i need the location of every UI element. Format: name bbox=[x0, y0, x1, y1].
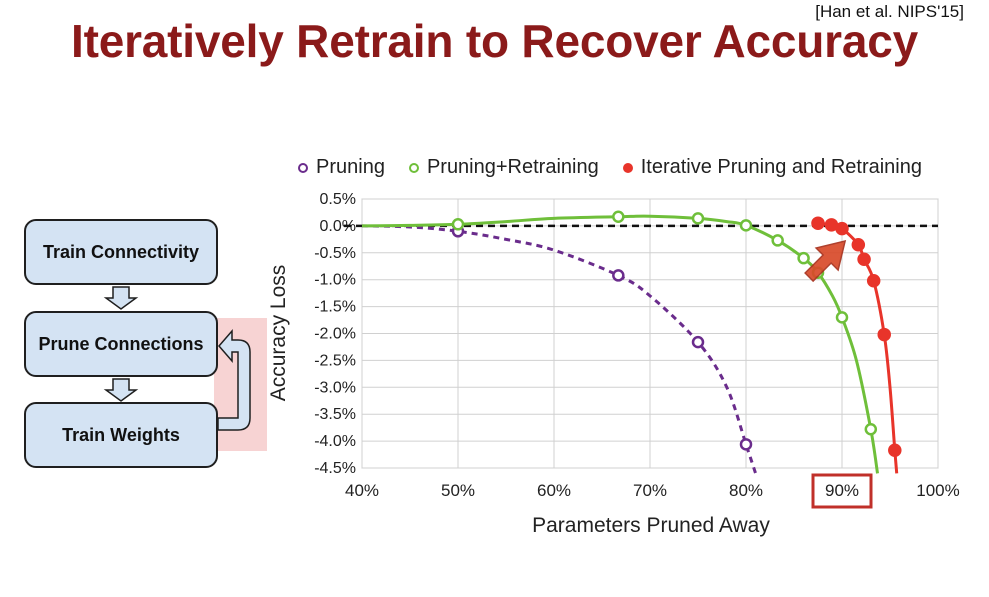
hollow-circle-icon bbox=[408, 162, 419, 173]
x-tick-label: 40% bbox=[345, 481, 379, 500]
y-tick-label: -1.0% bbox=[314, 272, 356, 289]
x-tick-label: 50% bbox=[441, 481, 475, 500]
filled-circle-icon bbox=[622, 162, 633, 173]
y-tick-label: -0.5% bbox=[314, 245, 356, 262]
x-tick-label: 90% bbox=[825, 481, 859, 500]
data-point-0 bbox=[691, 335, 705, 349]
legend-label: Iterative Pruning and Retraining bbox=[640, 156, 922, 178]
chart-legend: Pruning Pruning+Retraining Iterative Pru… bbox=[298, 156, 922, 179]
data-point-1 bbox=[771, 234, 784, 247]
legend-label: Pruning bbox=[316, 156, 385, 178]
data-point-2 bbox=[857, 252, 871, 267]
data-point-0 bbox=[739, 438, 753, 451]
legend-item-iterative: Iterative Pruning and Retraining bbox=[622, 156, 922, 179]
data-point-0 bbox=[612, 269, 625, 282]
data-point-2 bbox=[888, 443, 902, 457]
x-tick-label: 80% bbox=[729, 481, 763, 500]
data-point-1 bbox=[864, 423, 878, 436]
x-axis-title: Parameters Pruned Away bbox=[532, 514, 770, 537]
y-tick-label: -3.5% bbox=[314, 406, 356, 423]
data-point-1 bbox=[691, 212, 705, 225]
y-axis-title: Accuracy Loss bbox=[267, 264, 290, 402]
y-tick-label: -4.0% bbox=[314, 433, 356, 450]
x-tick-label: 70% bbox=[633, 481, 667, 500]
data-point-2 bbox=[811, 216, 825, 230]
hollow-circle-icon bbox=[298, 162, 308, 173]
data-point-1 bbox=[739, 219, 753, 232]
legend-item-pruning-retraining: Pruning+Retraining bbox=[408, 156, 599, 179]
data-point-1 bbox=[451, 218, 465, 231]
data-point-2 bbox=[835, 221, 849, 236]
y-tick-label: 0.0% bbox=[320, 218, 356, 235]
y-tick-label: 0.5% bbox=[320, 191, 356, 208]
x-tick-label: 60% bbox=[537, 481, 571, 500]
data-point-2 bbox=[851, 237, 866, 252]
data-point-2 bbox=[866, 274, 881, 288]
x-tick-label: 100% bbox=[916, 481, 959, 500]
data-point-1 bbox=[612, 210, 625, 224]
flow-box-train-connectivity: Train Connectivity bbox=[24, 219, 218, 285]
flow-box-train-weights: Train Weights bbox=[24, 402, 218, 468]
y-tick-label: -4.5% bbox=[314, 460, 356, 477]
data-point-1 bbox=[835, 311, 849, 324]
data-point-2 bbox=[877, 327, 891, 342]
legend-label: Pruning+Retraining bbox=[426, 156, 599, 178]
y-tick-label: -2.0% bbox=[314, 326, 356, 343]
down-arrow-icon bbox=[103, 378, 139, 402]
y-tick-label: -3.0% bbox=[314, 379, 356, 396]
down-arrow-icon bbox=[103, 286, 139, 310]
highlight-box bbox=[811, 473, 873, 509]
loop-back-arrow-icon bbox=[217, 328, 251, 431]
recovery-arrow-icon bbox=[804, 239, 847, 283]
data-point-1 bbox=[797, 251, 810, 265]
y-tick-label: -2.5% bbox=[314, 352, 356, 369]
citation: [Han et al. NIPS'15] bbox=[815, 2, 964, 21]
legend-item-pruning: Pruning bbox=[298, 156, 385, 179]
slide-title: Iteratively Retrain to Recover Accuracy bbox=[71, 15, 918, 67]
y-tick-label: -1.5% bbox=[314, 299, 356, 316]
flow-box-prune-connections: Prune Connections bbox=[24, 311, 218, 377]
